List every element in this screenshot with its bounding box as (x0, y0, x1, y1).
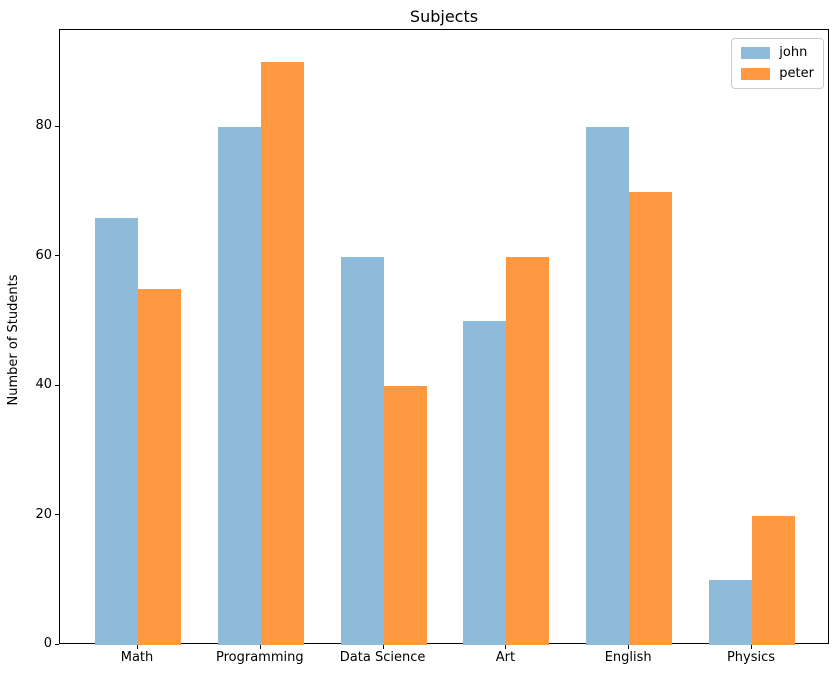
x-tick-label-math: Math (120, 650, 154, 665)
x-tick-mark-math (137, 645, 138, 649)
bar-peter-english (629, 191, 673, 645)
legend-entry-john: john (741, 46, 814, 60)
y-tick-mark-40 (55, 384, 59, 386)
y-axis-label: Number of Students (6, 274, 21, 406)
y-tick-mark-60 (55, 255, 59, 257)
x-tick-mark-english (628, 645, 630, 649)
legend: john peter (731, 38, 824, 89)
bar-peter-physics (752, 515, 795, 645)
plot-area: john peter (59, 29, 829, 645)
legend-label-john: john (779, 45, 808, 60)
x-tick-mark-data-science (382, 645, 384, 649)
legend-swatch-peter (741, 68, 771, 80)
x-tick-label-data-science: Data Science (339, 650, 426, 665)
y-tick-mark-20 (55, 514, 59, 515)
y-tick-label-40: 40 (35, 377, 52, 393)
y-tick-mark-80 (55, 125, 59, 127)
y-tick-mark-0 (55, 643, 59, 645)
legend-label-peter: peter (779, 66, 814, 81)
bar-john-programming (217, 127, 261, 645)
x-tick-label-physics: Physics (726, 650, 776, 665)
bar-john-physics (709, 580, 752, 645)
bar-john-data-science (340, 256, 384, 645)
y-tick-label-0: 0 (43, 636, 52, 651)
legend-entry-peter: peter (741, 67, 814, 81)
chart-title: Subjects (409, 7, 479, 26)
bar-john-math (95, 217, 138, 645)
y-tick-label-60: 60 (35, 247, 52, 263)
x-tick-label-art: Art (495, 650, 516, 665)
bar-peter-math (138, 288, 181, 645)
x-tick-mark-art (505, 645, 507, 649)
bar-john-english (586, 127, 630, 645)
bar-peter-data-science (383, 386, 427, 645)
x-tick-mark-physics (751, 645, 752, 649)
x-tick-label-programming: Programming (215, 650, 304, 665)
bar-john-art (463, 321, 507, 645)
bar-peter-programming (260, 62, 304, 645)
bar-peter-art (506, 256, 550, 645)
x-tick-label-english: English (604, 650, 652, 665)
y-tick-label-20: 20 (35, 506, 52, 522)
x-tick-mark-programming (259, 645, 261, 649)
y-tick-label-80: 80 (35, 118, 52, 134)
legend-swatch-john (741, 47, 771, 59)
